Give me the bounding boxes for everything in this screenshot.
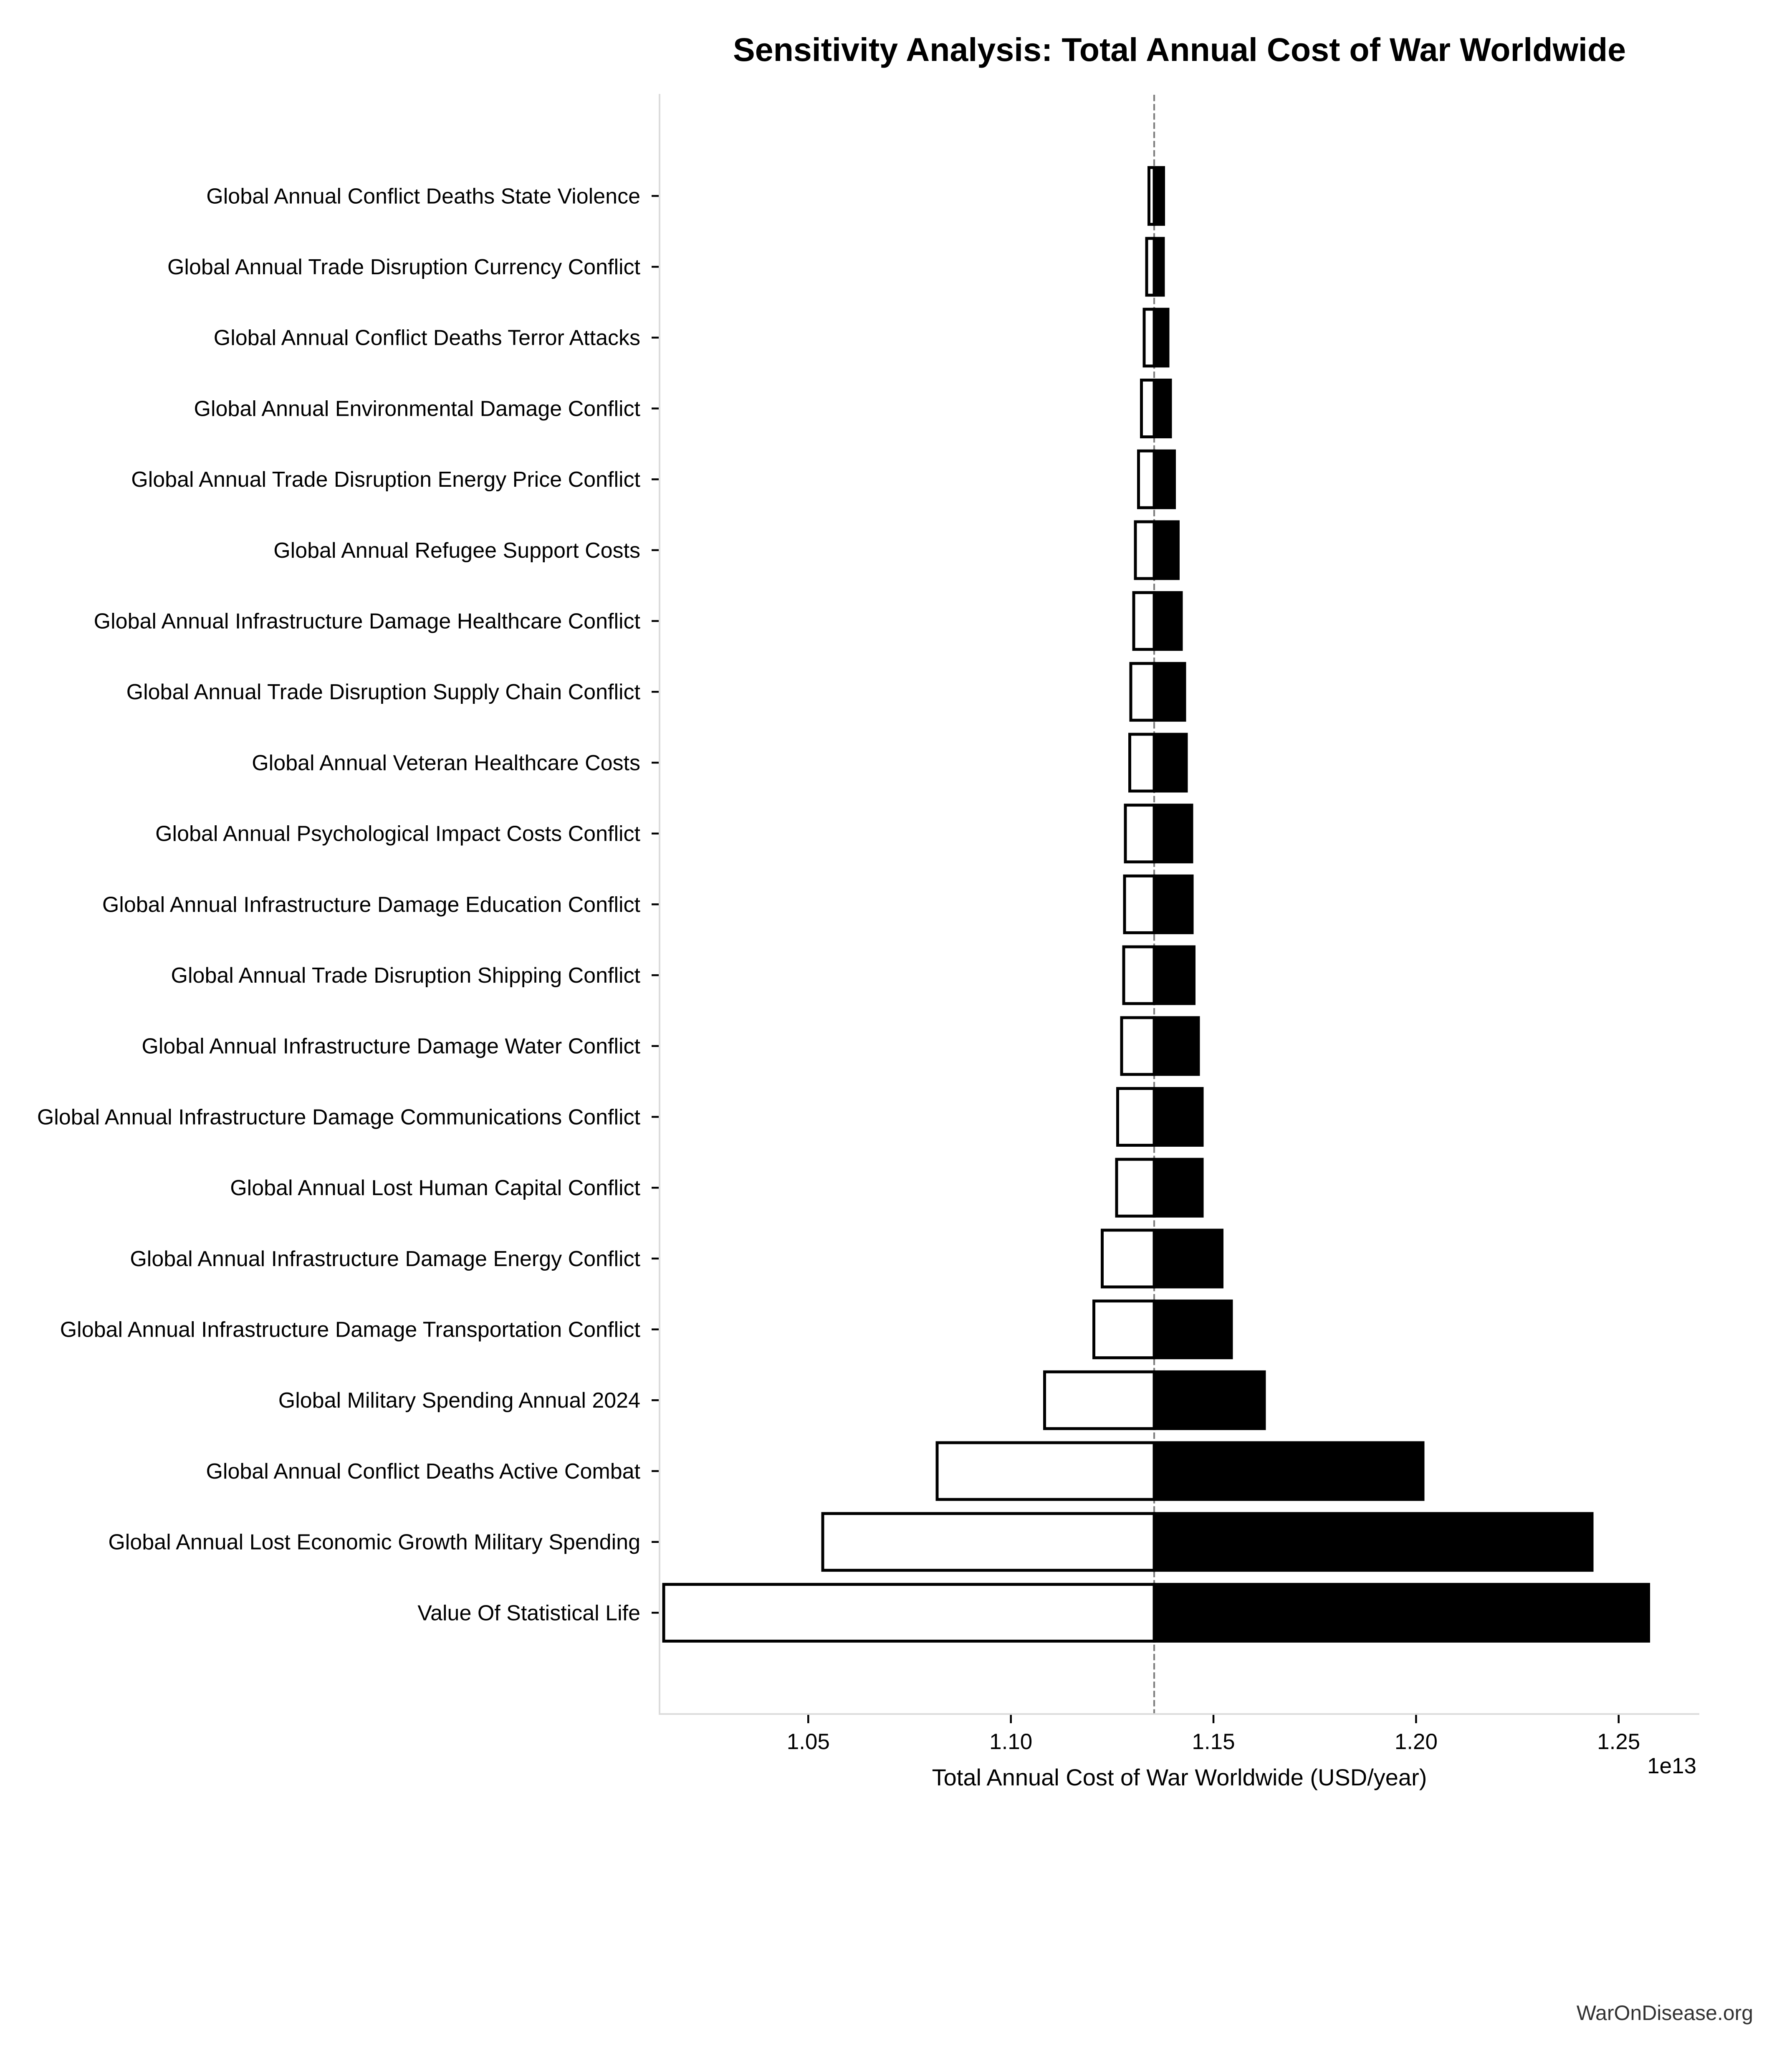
svg-text:1.05: 1.05 <box>787 1729 830 1754</box>
svg-text:1e13: 1e13 <box>1647 1754 1696 1778</box>
svg-text:Total Annual Cost of War World: Total Annual Cost of War Worldwide (USD/… <box>932 1764 1427 1790</box>
svg-text:Global Annual Infrastructure D: Global Annual Infrastructure Damage Comm… <box>37 1105 641 1129</box>
svg-text:Global Annual Infrastructure D: Global Annual Infrastructure Damage Ener… <box>130 1247 640 1271</box>
svg-text:Global Annual Environmental Da: Global Annual Environmental Damage Confl… <box>194 397 641 421</box>
svg-text:1.15: 1.15 <box>1192 1729 1235 1754</box>
svg-text:Global Annual Refugee Support: Global Annual Refugee Support Costs <box>273 539 640 563</box>
svg-text:Sensitivity Analysis: Total An: Sensitivity Analysis: Total Annual Cost … <box>733 31 1626 68</box>
svg-text:Global Annual Psychological Im: Global Annual Psychological Impact Costs… <box>155 822 640 846</box>
svg-text:Value Of Statistical Life: Value Of Statistical Life <box>417 1601 640 1625</box>
svg-text:Global Annual Lost Economic Gr: Global Annual Lost Economic Growth Milit… <box>108 1530 640 1555</box>
svg-text:Global Annual Conflict Deaths: Global Annual Conflict Deaths Active Com… <box>206 1459 640 1484</box>
svg-text:WarOnDisease.org: WarOnDisease.org <box>1577 2001 1753 2025</box>
svg-text:Global Annual Infrastructure D: Global Annual Infrastructure Damage Educ… <box>102 892 641 917</box>
svg-text:1.20: 1.20 <box>1395 1729 1438 1754</box>
svg-text:Global Annual Conflict Deaths: Global Annual Conflict Deaths State Viol… <box>206 184 640 208</box>
svg-text:Global Annual Veteran Healthca: Global Annual Veteran Healthcare Costs <box>252 751 640 775</box>
svg-text:Global Annual Trade Disruption: Global Annual Trade Disruption Supply Ch… <box>126 680 641 704</box>
svg-text:1.25: 1.25 <box>1597 1729 1640 1754</box>
svg-text:Global Annual Lost Human Capit: Global Annual Lost Human Capital Conflic… <box>230 1176 640 1200</box>
svg-text:1.10: 1.10 <box>989 1729 1032 1754</box>
svg-text:Global Military Spending Annua: Global Military Spending Annual 2024 <box>278 1388 640 1413</box>
svg-text:Global Annual Infrastructure D: Global Annual Infrastructure Damage Wate… <box>142 1034 640 1059</box>
svg-text:Global Annual Trade Disruption: Global Annual Trade Disruption Energy Pr… <box>131 468 640 492</box>
svg-text:Global Annual Infrastructure D: Global Annual Infrastructure Damage Heal… <box>94 609 641 634</box>
svg-text:Global Annual Trade Disruption: Global Annual Trade Disruption Shipping … <box>171 963 641 988</box>
svg-text:Global Annual Infrastructure D: Global Annual Infrastructure Damage Tran… <box>60 1318 641 1342</box>
svg-text:Global Annual Conflict Deaths: Global Annual Conflict Deaths Terror Att… <box>214 326 640 350</box>
svg-text:Global Annual Trade Disruption: Global Annual Trade Disruption Currency … <box>167 255 641 279</box>
